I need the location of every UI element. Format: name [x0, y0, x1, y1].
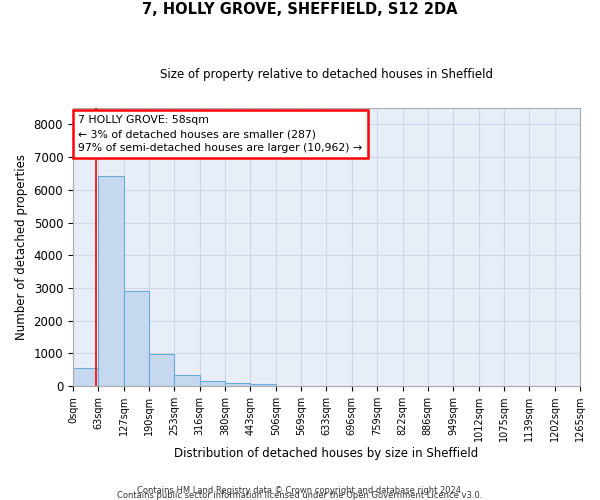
- Title: Size of property relative to detached houses in Sheffield: Size of property relative to detached ho…: [160, 68, 493, 80]
- Bar: [124, 290, 149, 386]
- Y-axis label: Number of detached properties: Number of detached properties: [15, 154, 28, 340]
- Bar: [98, 176, 124, 386]
- Text: Contains HM Land Registry data © Crown copyright and database right 2024.: Contains HM Land Registry data © Crown c…: [137, 486, 463, 495]
- Text: Contains public sector information licensed under the Open Government Licence v3: Contains public sector information licen…: [118, 491, 482, 500]
- Bar: [175, 376, 200, 386]
- Bar: [73, 368, 98, 386]
- Bar: [200, 381, 225, 386]
- Bar: [149, 354, 175, 386]
- X-axis label: Distribution of detached houses by size in Sheffield: Distribution of detached houses by size …: [175, 447, 479, 460]
- Bar: [225, 383, 250, 386]
- Bar: [250, 384, 276, 386]
- Text: 7 HOLLY GROVE: 58sqm
← 3% of detached houses are smaller (287)
97% of semi-detac: 7 HOLLY GROVE: 58sqm ← 3% of detached ho…: [78, 115, 362, 153]
- Text: 7, HOLLY GROVE, SHEFFIELD, S12 2DA: 7, HOLLY GROVE, SHEFFIELD, S12 2DA: [142, 2, 458, 18]
